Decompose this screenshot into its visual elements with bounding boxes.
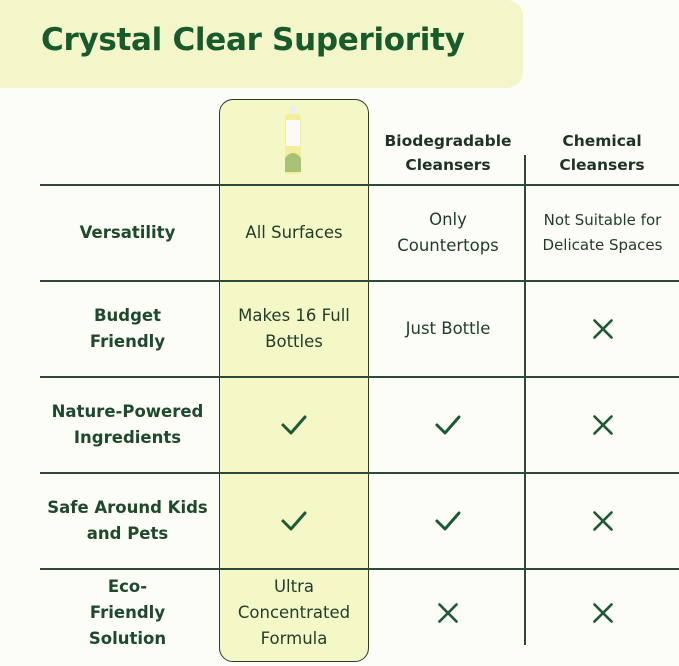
product-bottle-image bbox=[285, 106, 301, 174]
cell-text: Only Countertops bbox=[397, 209, 499, 255]
cell-text: All Surfaces bbox=[245, 222, 343, 242]
row-divider bbox=[40, 568, 679, 570]
row-label-text: Safe Around Kids and Pets bbox=[47, 497, 208, 543]
row-label: Nature-Powered Ingredients bbox=[40, 377, 215, 472]
row-label: Safe Around Kids and Pets bbox=[40, 473, 215, 568]
table-cell: Ultra Concentrated Formula bbox=[219, 569, 369, 657]
cross-icon bbox=[592, 318, 613, 339]
row-label: Budget Friendly bbox=[40, 281, 215, 376]
table-cell bbox=[372, 473, 524, 568]
row-divider bbox=[40, 280, 679, 282]
table-cell: Just Bottle bbox=[372, 281, 524, 376]
row-divider bbox=[40, 376, 679, 378]
cell-text: Ultra Concentrated Formula bbox=[237, 577, 351, 648]
row-divider bbox=[40, 184, 679, 186]
check-icon bbox=[281, 511, 307, 530]
page-title: Crystal Clear Superiority bbox=[41, 22, 465, 58]
table-cell bbox=[219, 377, 369, 472]
column-divider bbox=[524, 155, 526, 645]
header-biodegradable-cleansers: Biodegradable Cleansers bbox=[384, 132, 512, 174]
row-label: Eco-Friendly Solution bbox=[40, 569, 215, 657]
table-cell: Only Countertops bbox=[372, 185, 524, 280]
table-cell bbox=[526, 377, 679, 472]
cross-icon bbox=[592, 510, 613, 531]
cell-text: Just Bottle bbox=[405, 318, 491, 338]
table-cell bbox=[526, 281, 679, 376]
table-cell bbox=[372, 569, 524, 657]
table-cell: All Surfaces bbox=[219, 185, 369, 280]
row-label-text: Versatility bbox=[79, 222, 176, 242]
table-cell: Makes 16 Full Bottles bbox=[219, 281, 369, 376]
cross-icon bbox=[592, 603, 613, 623]
check-icon bbox=[281, 415, 307, 434]
table-cell: Not Suitable for Delicate Spaces bbox=[526, 185, 679, 280]
check-icon bbox=[435, 511, 461, 530]
row-label-text: Nature-Powered Ingredients bbox=[51, 401, 204, 447]
title-banner bbox=[0, 0, 523, 88]
table-cell bbox=[526, 473, 679, 568]
cross-icon bbox=[438, 603, 458, 623]
cross-icon bbox=[592, 414, 613, 435]
table-cell bbox=[372, 377, 524, 472]
row-divider bbox=[40, 472, 679, 474]
row-label-text: Eco-Friendly Solution bbox=[88, 577, 167, 648]
header-chemical-cleansers: Chemical Cleansers bbox=[559, 132, 645, 174]
row-label: Versatility bbox=[40, 185, 215, 280]
cell-text: Makes 16 Full Bottles bbox=[238, 305, 350, 351]
table-cell bbox=[219, 473, 369, 568]
table-cell bbox=[526, 569, 679, 657]
cell-text: Not Suitable for Delicate Spaces bbox=[542, 210, 663, 254]
row-label-text: Budget Friendly bbox=[89, 305, 166, 351]
check-icon bbox=[435, 415, 461, 434]
